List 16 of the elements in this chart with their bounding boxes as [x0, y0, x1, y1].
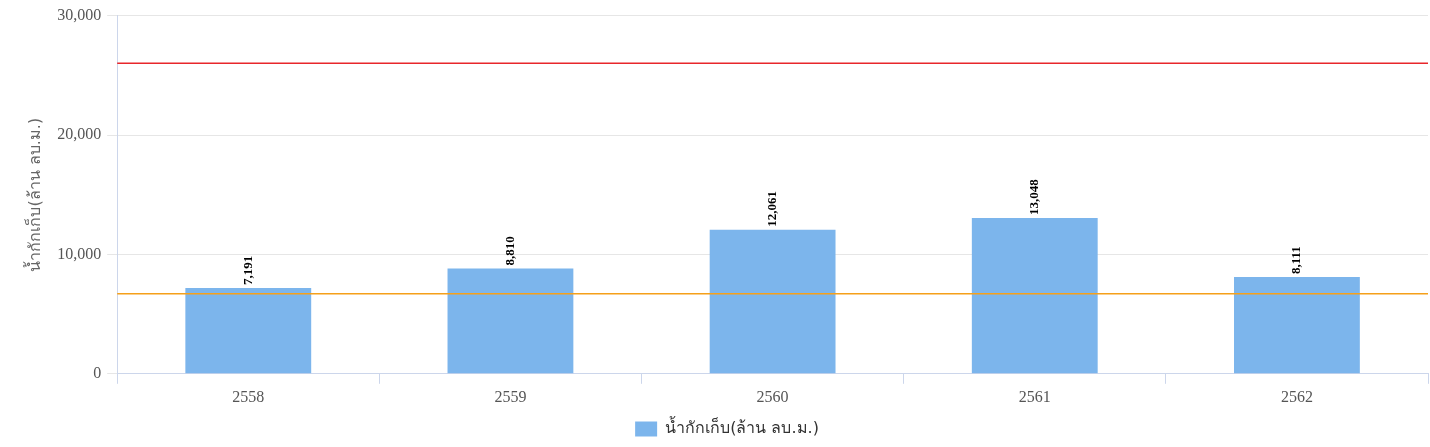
data-label: 13,048: [1026, 178, 1042, 216]
y-tick-label: 20,000: [57, 125, 102, 143]
data-label: 7,191: [239, 255, 255, 285]
data-label: 8,111: [1288, 246, 1304, 274]
y-tick-label: 0: [93, 364, 102, 381]
x-tick-label: 2562: [1280, 387, 1313, 405]
y-axis-title: น้ำกักเก็บ(ล้าน ลบ.ม.): [22, 117, 44, 272]
y-tick-label: 30,000: [57, 5, 102, 23]
legend-label: น้ำกักเก็บ(ล้าน ลบ.ม.): [665, 416, 819, 438]
data-label: 8,810: [501, 236, 517, 266]
x-tick-label: 2561: [1018, 387, 1051, 405]
data-label: 12,061: [763, 191, 779, 227]
y-tick-label: 10,000: [57, 244, 102, 262]
x-tick-label: 2559: [494, 387, 527, 405]
x-tick-label: 2560: [756, 387, 789, 405]
x-tick-label: 2558: [232, 387, 265, 405]
